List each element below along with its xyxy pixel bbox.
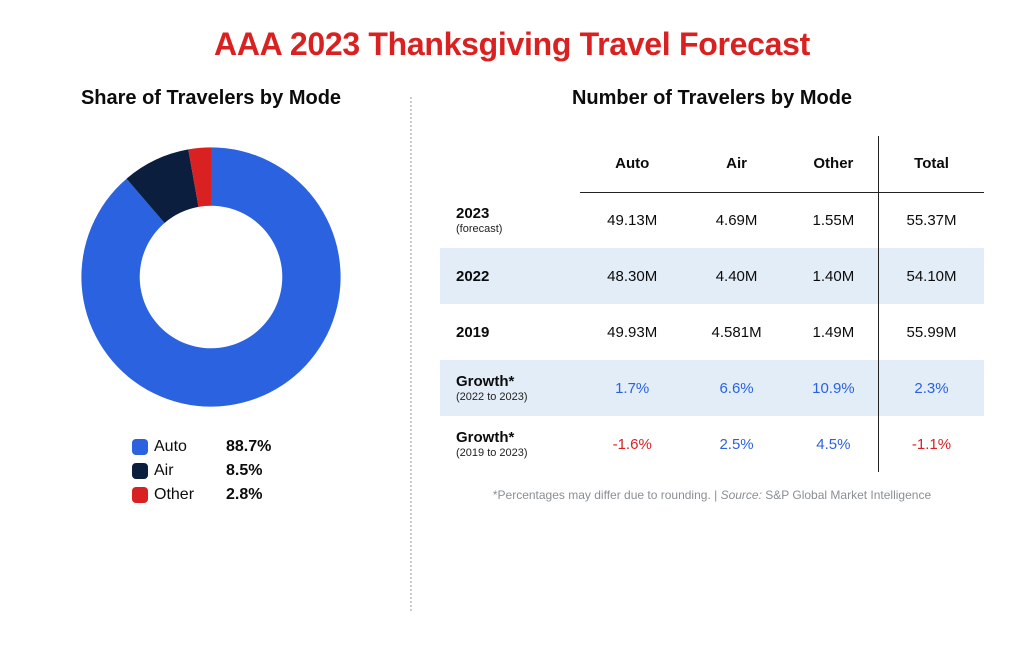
table-cell: 54.10M — [879, 248, 984, 304]
footnote-source: S&P Global Market Intelligence — [762, 488, 931, 502]
table-cell: 55.37M — [879, 192, 984, 248]
table-cell: 1.40M — [789, 248, 879, 304]
table-row: Growth*(2022 to 2023)1.7%6.6%10.9%2.3% — [440, 360, 984, 416]
table-header-total: Total — [879, 136, 984, 192]
table-cell: -1.6% — [580, 416, 684, 472]
legend-label-auto: Auto — [154, 438, 226, 456]
table-row: 202248.30M4.40M1.40M54.10M — [440, 248, 984, 304]
legend-value-air: 8.5% — [226, 462, 290, 480]
table-row: 2023(forecast)49.13M4.69M1.55M55.37M — [440, 192, 984, 248]
panel-share: Share of Travelers by Mode Auto88.7%Air8… — [40, 87, 410, 631]
panels: Share of Travelers by Mode Auto88.7%Air8… — [40, 87, 984, 631]
table-cell: 1.49M — [789, 304, 879, 360]
row-label: 2023(forecast) — [440, 192, 580, 248]
table-cell: 1.7% — [580, 360, 684, 416]
table-cell: 4.5% — [789, 416, 879, 472]
table-header-auto: Auto — [580, 136, 684, 192]
table-cell: 2.5% — [684, 416, 788, 472]
table-cell: 6.6% — [684, 360, 788, 416]
footnote-source-label: Source: — [721, 488, 762, 502]
table-cell: 4.69M — [684, 192, 788, 248]
page-title: AAA 2023 Thanksgiving Travel Forecast — [40, 26, 984, 63]
travelers-table: AutoAirOtherTotal2023(forecast)49.13M4.6… — [440, 136, 984, 472]
donut-legend: Auto88.7%Air8.5%Other2.8% — [132, 438, 290, 504]
table-header-blank — [440, 136, 580, 192]
row-label: 2022 — [440, 248, 580, 304]
footnote: *Percentages may differ due to rounding.… — [440, 488, 984, 502]
legend-swatch-other — [132, 487, 148, 503]
legend-value-auto: 88.7% — [226, 438, 290, 456]
table-cell: 49.93M — [580, 304, 684, 360]
table-cell: 48.30M — [580, 248, 684, 304]
table-row: Growth*(2019 to 2023)-1.6%2.5%4.5%-1.1% — [440, 416, 984, 472]
footnote-text: *Percentages may differ due to rounding.… — [493, 488, 721, 502]
table-row: 201949.93M4.581M1.49M55.99M — [440, 304, 984, 360]
row-label: 2019 — [440, 304, 580, 360]
panel-table: Number of Travelers by Mode AutoAirOther… — [412, 87, 984, 631]
table-cell: 4.40M — [684, 248, 788, 304]
row-label: Growth*(2022 to 2023) — [440, 360, 580, 416]
legend-swatch-auto — [132, 439, 148, 455]
table-cell: 2.3% — [879, 360, 984, 416]
table-cell: 55.99M — [879, 304, 984, 360]
table-cell: -1.1% — [879, 416, 984, 472]
table-header-air: Air — [684, 136, 788, 192]
table-cell: 49.13M — [580, 192, 684, 248]
legend-label-other: Other — [154, 486, 226, 504]
legend-label-air: Air — [154, 462, 226, 480]
table-header-other: Other — [789, 136, 879, 192]
table-cell: 1.55M — [789, 192, 879, 248]
legend-value-other: 2.8% — [226, 486, 290, 504]
infographic-container: AAA 2023 Thanksgiving Travel Forecast Sh… — [0, 0, 1024, 651]
donut-chart — [76, 142, 346, 412]
table-cell: 4.581M — [684, 304, 788, 360]
share-title: Share of Travelers by Mode — [40, 87, 382, 110]
legend-swatch-air — [132, 463, 148, 479]
table-title: Number of Travelers by Mode — [440, 87, 984, 110]
table-cell: 10.9% — [789, 360, 879, 416]
row-label: Growth*(2019 to 2023) — [440, 416, 580, 472]
